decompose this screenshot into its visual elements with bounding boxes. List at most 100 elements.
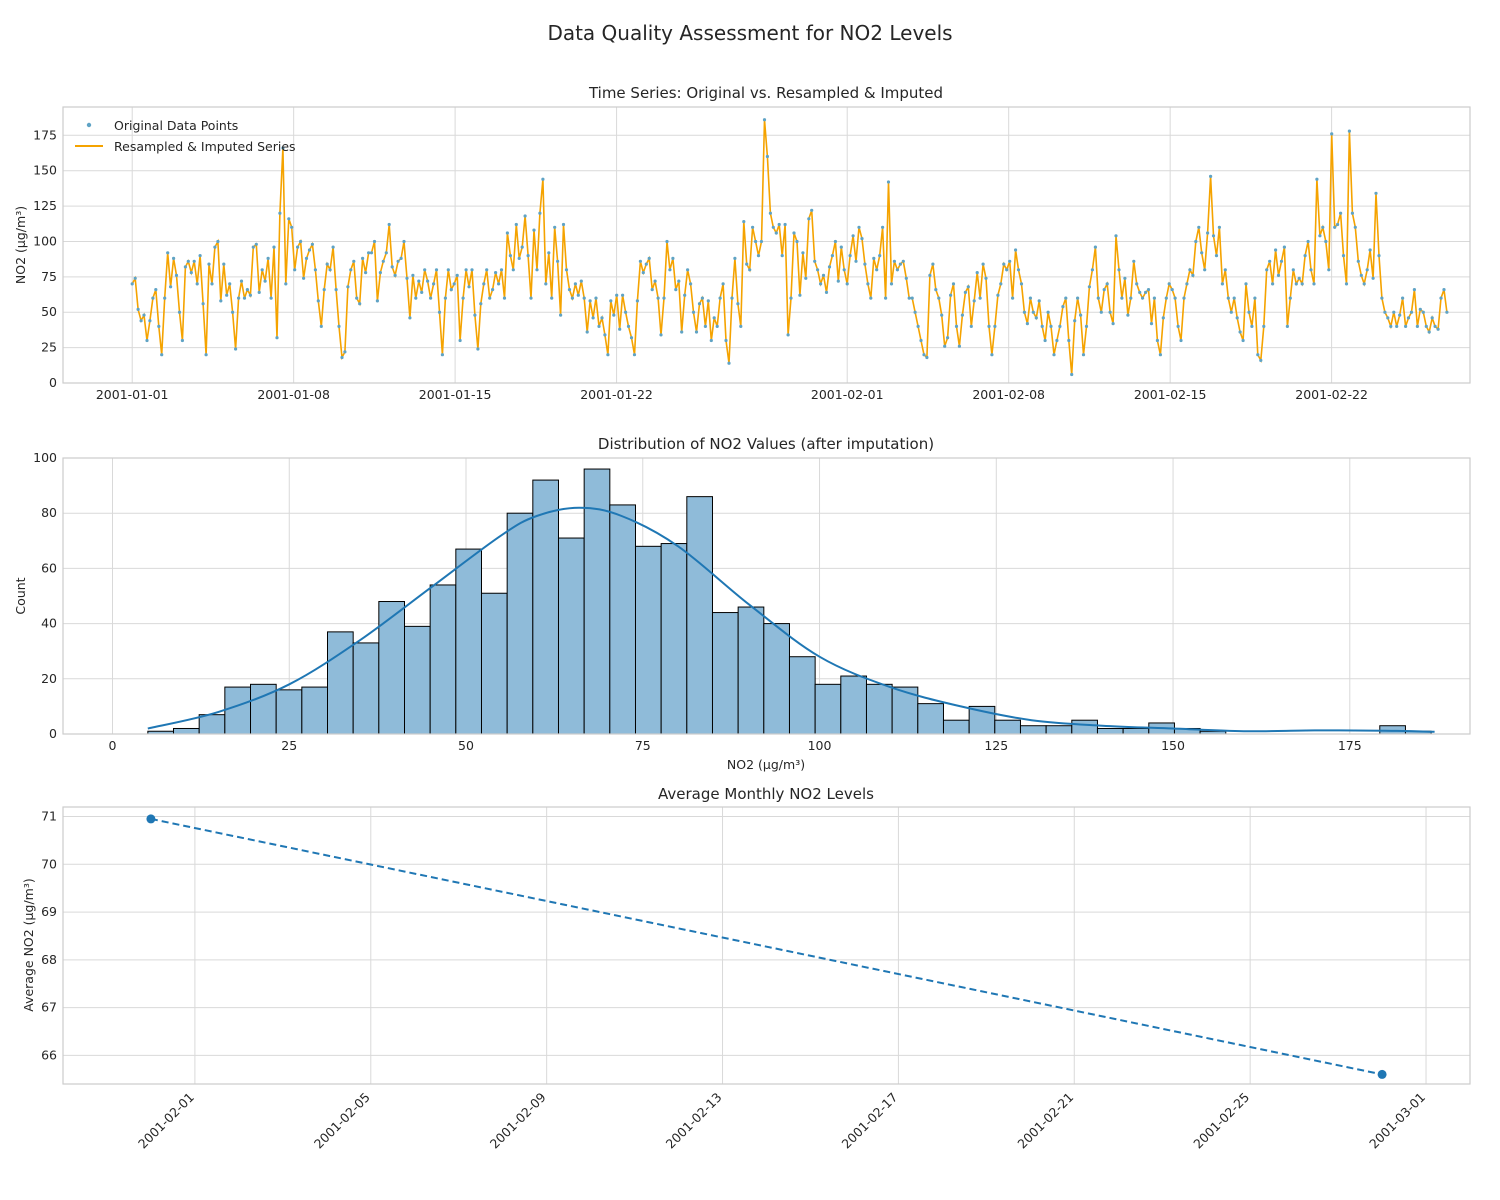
original-data-point — [1401, 296, 1405, 300]
original-data-point — [192, 259, 196, 263]
original-data-point — [1179, 338, 1183, 343]
original-data-point — [1265, 268, 1269, 272]
histogram-bar — [737, 606, 765, 735]
original-data-point — [172, 256, 176, 260]
original-data-point — [1173, 296, 1177, 300]
histogram-bar — [301, 686, 329, 735]
timeseries-xtick-label: 2001-02-01 — [811, 387, 884, 402]
original-data-point — [1120, 296, 1124, 300]
original-data-point — [142, 313, 146, 317]
original-data-point — [1262, 324, 1266, 328]
original-data-point — [225, 293, 229, 297]
original-data-point — [1209, 174, 1213, 178]
timeseries-xtick-label: 2001-01-15 — [419, 387, 492, 402]
original-data-point — [653, 279, 657, 283]
original-data-point — [1076, 296, 1080, 300]
original-data-point — [396, 259, 400, 263]
timeseries-xtick-label: 2001-01-01 — [96, 387, 169, 402]
original-data-point — [1005, 268, 1009, 272]
histogram-bar — [198, 714, 226, 735]
original-data-point — [1253, 296, 1257, 300]
original-data-point — [443, 296, 447, 300]
original-data-point — [943, 344, 947, 348]
original-data-point — [1138, 290, 1142, 294]
original-data-point — [795, 239, 799, 244]
original-data-point — [535, 268, 539, 272]
original-data-point — [1398, 313, 1402, 317]
original-data-point — [724, 338, 728, 343]
original-data-point — [739, 324, 743, 328]
monthly-ytick-label: 66 — [41, 1047, 57, 1062]
original-data-point — [340, 355, 344, 360]
original-data-point — [1412, 288, 1416, 292]
original-data-point — [1149, 322, 1154, 326]
original-data-point — [1395, 324, 1399, 328]
monthly-ytick-label: 70 — [41, 856, 57, 871]
original-data-point — [700, 296, 705, 300]
original-data-point — [1176, 324, 1180, 328]
timeseries-ytick-label: 150 — [33, 163, 57, 178]
original-data-point — [313, 268, 317, 272]
legend-label-resampled: Resampled & Imputed Series — [114, 139, 296, 154]
histogram-ytick-label: 60 — [41, 560, 57, 575]
original-data-point — [1271, 282, 1275, 286]
original-data-point — [824, 290, 829, 294]
original-data-point — [975, 271, 979, 275]
original-data-point — [683, 293, 687, 297]
original-data-point — [1330, 132, 1334, 136]
original-data-point — [641, 271, 645, 275]
original-data-point — [541, 177, 545, 181]
histogram-bar — [1045, 725, 1073, 735]
original-data-point — [901, 259, 905, 263]
original-data-point — [216, 239, 220, 244]
original-data-point — [972, 299, 976, 303]
original-data-point — [183, 265, 187, 269]
histogram-bar — [1071, 719, 1098, 735]
original-data-point — [1191, 273, 1195, 277]
original-data-point — [754, 239, 758, 244]
original-data-point — [1291, 268, 1295, 272]
original-data-point — [508, 254, 512, 258]
original-data-point — [816, 268, 820, 272]
original-data-point — [526, 254, 530, 258]
original-data-point — [1096, 296, 1100, 300]
original-data-point — [984, 276, 988, 280]
original-data-point — [426, 279, 430, 283]
original-data-point — [1268, 259, 1272, 263]
original-data-point — [1404, 324, 1408, 328]
original-data-point — [1223, 268, 1227, 272]
original-data-point — [786, 333, 790, 337]
original-data-point — [594, 296, 598, 300]
original-data-point — [272, 245, 276, 249]
original-data-point — [659, 333, 663, 337]
original-data-point — [671, 256, 675, 260]
original-data-point — [1383, 310, 1387, 314]
timeseries-xtick-label: 2001-02-22 — [1295, 387, 1368, 402]
original-data-point — [1040, 324, 1044, 328]
original-data-point — [830, 254, 835, 258]
original-data-point — [1034, 316, 1038, 320]
original-data-point — [709, 338, 713, 343]
original-data-point — [1259, 358, 1263, 362]
histogram-bar — [1019, 725, 1047, 735]
original-data-point — [878, 254, 882, 258]
original-data-point — [145, 338, 149, 343]
original-data-point — [1164, 296, 1168, 300]
original-data-point — [1418, 307, 1422, 311]
original-data-point — [632, 353, 637, 357]
original-data-point — [1421, 310, 1425, 314]
original-data-point — [591, 316, 595, 320]
original-data-point — [1188, 268, 1192, 272]
original-data-point — [1135, 282, 1139, 286]
original-data-point — [204, 353, 208, 357]
original-data-point — [464, 268, 468, 272]
original-data-point — [759, 239, 764, 244]
timeseries-ytick-label: 0 — [49, 375, 57, 390]
original-data-point — [1415, 324, 1419, 328]
original-data-point — [609, 299, 613, 303]
timeseries-ytick-label: 175 — [33, 127, 57, 142]
histogram-bar — [1096, 727, 1124, 735]
timeseries-ytick-label: 25 — [41, 340, 57, 355]
monthly-xtick-label: 2001-02-01 — [135, 1090, 197, 1152]
original-data-point — [1126, 313, 1130, 317]
